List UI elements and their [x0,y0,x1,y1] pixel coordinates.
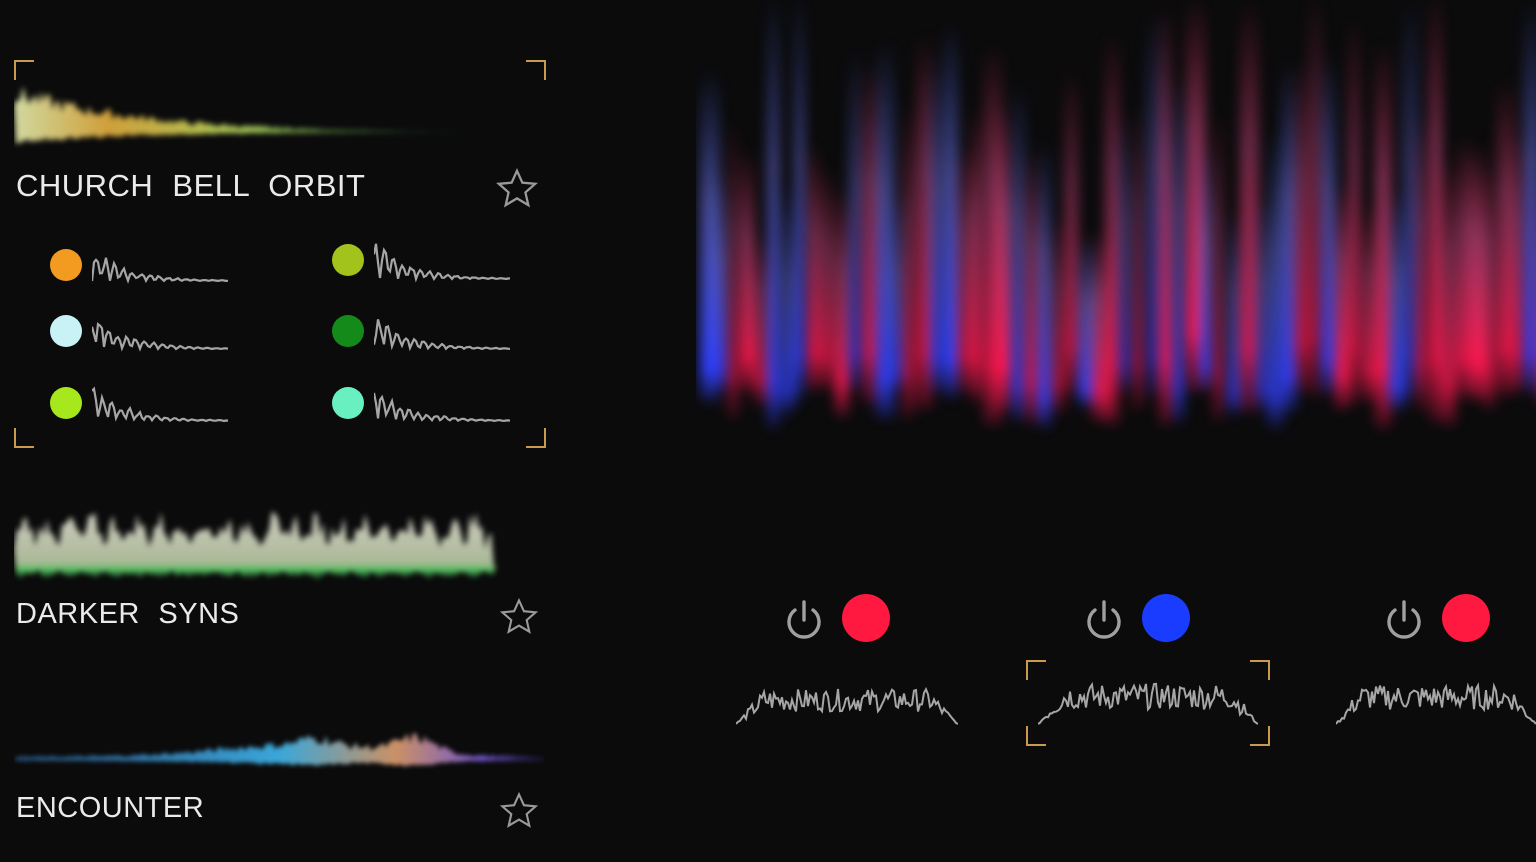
selection-corner [14,60,34,80]
spectrum-bar [943,22,959,399]
selection-corner [526,428,546,448]
spectrum-bar [740,150,755,393]
sound-waveform-preview[interactable] [14,496,514,592]
layer-item[interactable] [332,232,510,288]
layer-item[interactable] [50,304,228,358]
spectrum-bar [1172,73,1185,423]
spectrum-bar [916,33,933,410]
selection-corner [1026,726,1046,746]
spectrum-bar [1037,141,1052,428]
sound-title[interactable]: ENCOUNTER [16,792,205,824]
channel-waveform [1336,682,1536,725]
spectrum-bar [713,170,728,391]
spectrum-bar [754,230,772,406]
favorite-star-icon[interactable] [498,790,540,832]
channel-waveform [1038,681,1258,725]
selection-corner [1026,660,1046,680]
layer-color-dot[interactable] [332,315,364,347]
layer-item[interactable] [332,304,510,358]
spectrum-bar [1280,61,1297,413]
channel-color-button[interactable] [842,594,890,642]
spectrum-bar [1199,141,1211,392]
spectrum-bar [1483,166,1497,411]
channel-strip [736,592,966,742]
spectrum-bar [1267,130,1284,429]
spectrum-bar [1442,157,1456,427]
spectrum-bar [1213,110,1224,422]
selection-corner [1250,660,1270,680]
sound-title[interactable]: DARKER SYNS [16,598,240,630]
spectrum-bar [1132,106,1144,411]
favorite-star-icon[interactable] [498,596,540,638]
layer-color-dot[interactable] [332,244,364,276]
spectrum-bar [1064,68,1079,396]
spectrum-bar [1307,0,1323,398]
layer-waveform [92,386,228,423]
selection-corner [526,60,546,80]
layer-waveform [374,392,510,423]
spectrum-bar [767,0,780,429]
favorite-star-icon[interactable] [494,166,540,212]
power-icon[interactable] [1080,596,1128,644]
power-icon[interactable] [780,596,828,644]
spectrum-bar [781,189,796,415]
spectrum-bar [1226,208,1242,415]
spectrum-visualizer [700,0,1536,429]
layer-item[interactable] [50,376,228,430]
spectrum-bar [1510,132,1527,392]
channel-waveform [736,686,958,725]
spectrum-bar [862,63,879,405]
layer-waveform [374,319,510,352]
spectrum-bar [970,106,982,402]
sound-waveform-preview[interactable] [14,716,544,786]
spectrum-bar [1051,216,1066,414]
layer-color-dot[interactable] [50,249,82,281]
channel-strip [1336,592,1536,742]
channel-color-button[interactable] [1142,594,1190,642]
spectrum-bar [835,186,849,417]
selection-corner [1250,726,1270,746]
selection-corner [14,428,34,448]
spectrum-bar [1159,4,1172,426]
spectrum-bar [1415,115,1427,410]
spectrum-bar [1118,112,1131,392]
sound-title[interactable]: CHURCH BELL ORBIT [16,168,366,203]
spectrum-bar [1388,191,1407,411]
spectrum-bar [929,52,942,393]
power-icon[interactable] [1380,596,1428,644]
layer-waveform [92,322,228,352]
spectrum-bar [1523,1,1536,394]
channel-strip [1026,592,1270,746]
spectrum-bar [1361,205,1377,402]
spectrum-bar [1402,0,1420,399]
layer-waveform [92,257,228,284]
layer-color-dot[interactable] [50,387,82,419]
sound-waveform-preview [14,86,484,144]
layer-item[interactable] [332,376,510,430]
spectrum-bar [1024,149,1040,424]
spectrum-bar [1321,53,1336,395]
spectrum-bar [1294,60,1311,392]
spectrum-bar [808,143,820,392]
spectrum-bar [1334,182,1350,411]
channel-color-button[interactable] [1442,594,1490,642]
spectrum-bar [848,49,862,391]
spectrum-bar [1375,41,1392,429]
spectrum-bar [821,167,833,391]
spectrum-bar [1348,17,1361,404]
spectrum-bar [1429,0,1443,422]
spectrum-bar [902,104,914,420]
spectrum-bar [889,193,906,391]
spectrum-bar [1105,30,1120,426]
spectrum-bar [997,104,1011,411]
layer-color-dot[interactable] [332,387,364,419]
spectrum-bar [1010,84,1026,421]
spectrum-bar [794,0,805,401]
layer-item[interactable] [50,240,228,290]
layer-waveform [374,243,510,283]
layer-color-dot[interactable] [50,315,82,347]
sound-card-church-bell-orbit[interactable] [14,60,546,448]
spectrum-bar [727,123,739,419]
